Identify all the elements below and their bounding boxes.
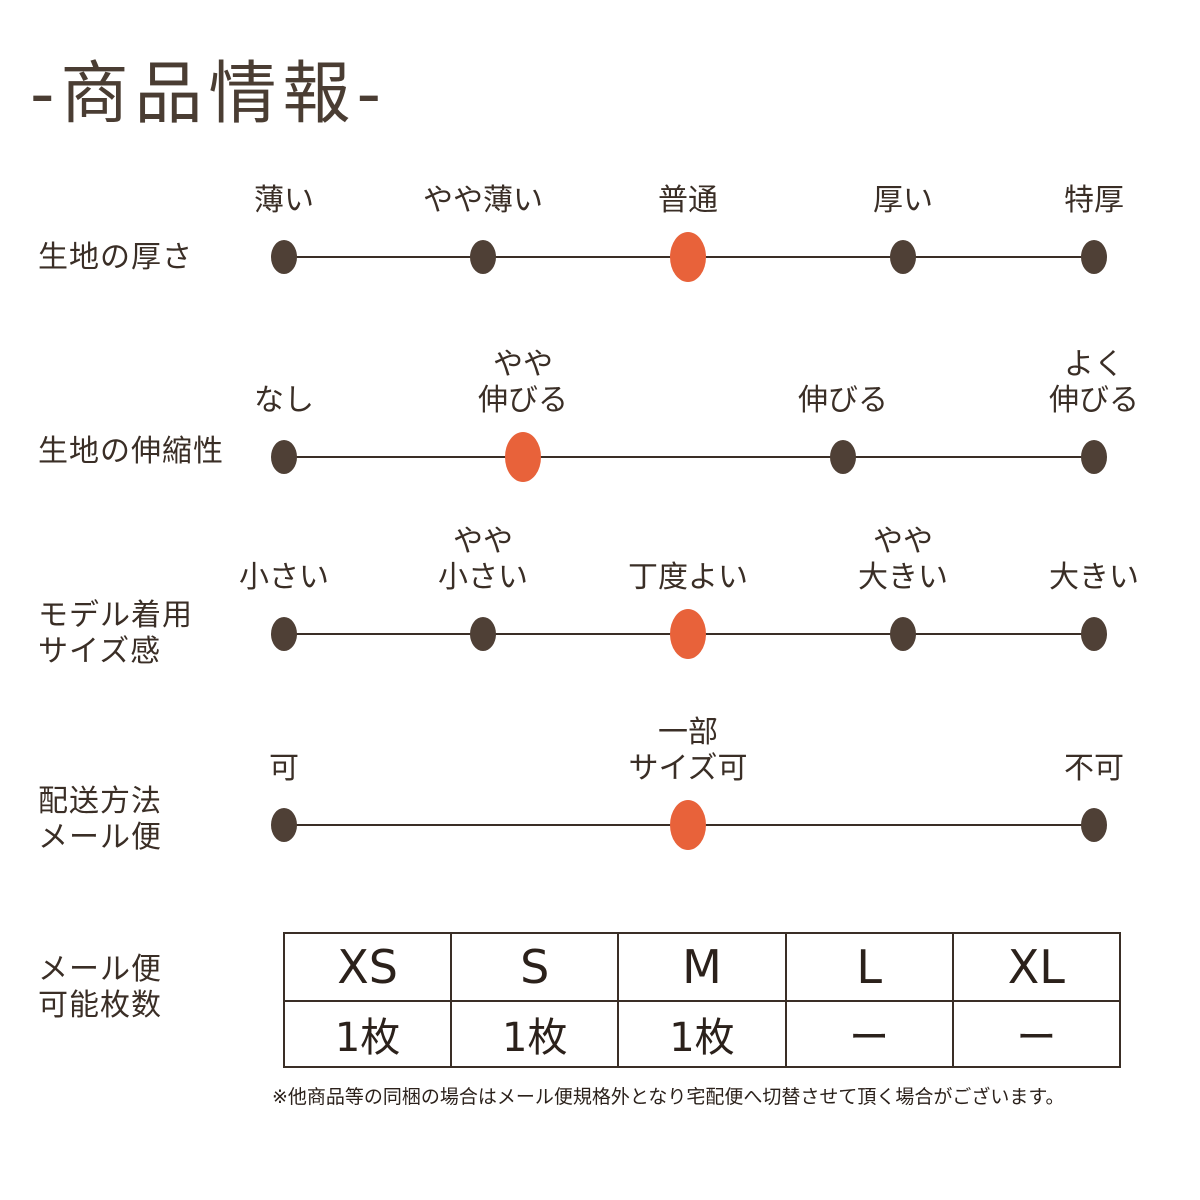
scale-option-label: 小さい: [239, 560, 329, 595]
scale-option-label: やや 大きい: [858, 524, 948, 595]
scale-label: 生地の伸縮性: [38, 434, 224, 469]
selected-scale-dot: [505, 432, 541, 482]
scale-option-label: よく 伸びる: [1049, 347, 1139, 418]
shipping-note: ※他商品等の同梱の場合はメール便規格外となり宅配便へ切替させて頂く場合がございま…: [272, 1086, 1065, 1108]
scale-dot: [271, 808, 297, 842]
scale-dot: [470, 240, 496, 274]
scale-line: [284, 456, 1094, 458]
selected-scale-dot: [670, 800, 706, 850]
scale-dot: [1081, 240, 1107, 274]
scale-dot: [890, 617, 916, 651]
scale-option-label: 特厚: [1064, 183, 1124, 218]
selected-scale-dot: [670, 609, 706, 659]
scale-label: モデル着用 サイズ感: [38, 598, 193, 669]
scale-option-label: 普通: [658, 183, 718, 218]
scale-dot: [271, 617, 297, 651]
size-cell: M: [617, 932, 787, 1002]
scale-dot: [1081, 617, 1107, 651]
scale-label: 配送方法 メール便: [38, 784, 162, 855]
scale-option-label: 不可: [1064, 751, 1124, 786]
size-cell: L: [784, 932, 954, 1002]
scale-dot: [890, 240, 916, 274]
page-title: -商品情報-: [30, 55, 388, 134]
scale-option-label: 丁度よい: [628, 560, 748, 595]
count-cell: 1枚: [282, 1000, 453, 1068]
mail-quantity-table: XS S M L XL 1枚 1枚 1枚ーー: [282, 932, 1122, 1068]
scale-dot: [271, 240, 297, 274]
scale-option-label: 伸びる: [798, 383, 888, 418]
size-cell: XL: [951, 932, 1122, 1002]
mail-quantity-label: メール便 可能枚数: [38, 952, 162, 1023]
scale-dot: [271, 440, 297, 474]
size-cell: XS: [282, 932, 453, 1002]
scale-dot: [830, 440, 856, 474]
scale-option-label: 厚い: [873, 183, 933, 218]
selected-scale-dot: [670, 232, 706, 282]
scale-dot: [1081, 440, 1107, 474]
count-cell: 1枚: [617, 1000, 787, 1068]
scale-option-label: やや 伸びる: [478, 347, 568, 418]
count-row: 1枚 1枚 1枚ーー: [282, 1000, 1122, 1068]
scale-option-label: なし: [254, 383, 314, 418]
scale-dot: [1081, 808, 1107, 842]
scale-option-label: 可: [269, 751, 299, 786]
count-cell: ー: [951, 1000, 1122, 1068]
scale-option-label: やや薄い: [423, 183, 543, 218]
size-header-row: XS S M L XL: [282, 932, 1122, 1002]
scale-option-label: やや 小さい: [438, 524, 528, 595]
scale-option-label: 大きい: [1049, 560, 1139, 595]
size-cell: S: [450, 932, 620, 1002]
scale-dot: [470, 617, 496, 651]
scale-label: 生地の厚さ: [38, 240, 193, 275]
scale-option-label: 一部 サイズ可: [628, 715, 748, 786]
count-cell: ー: [784, 1000, 954, 1068]
scale-option-label: 薄い: [254, 183, 314, 218]
count-cell: 1枚: [450, 1000, 620, 1068]
